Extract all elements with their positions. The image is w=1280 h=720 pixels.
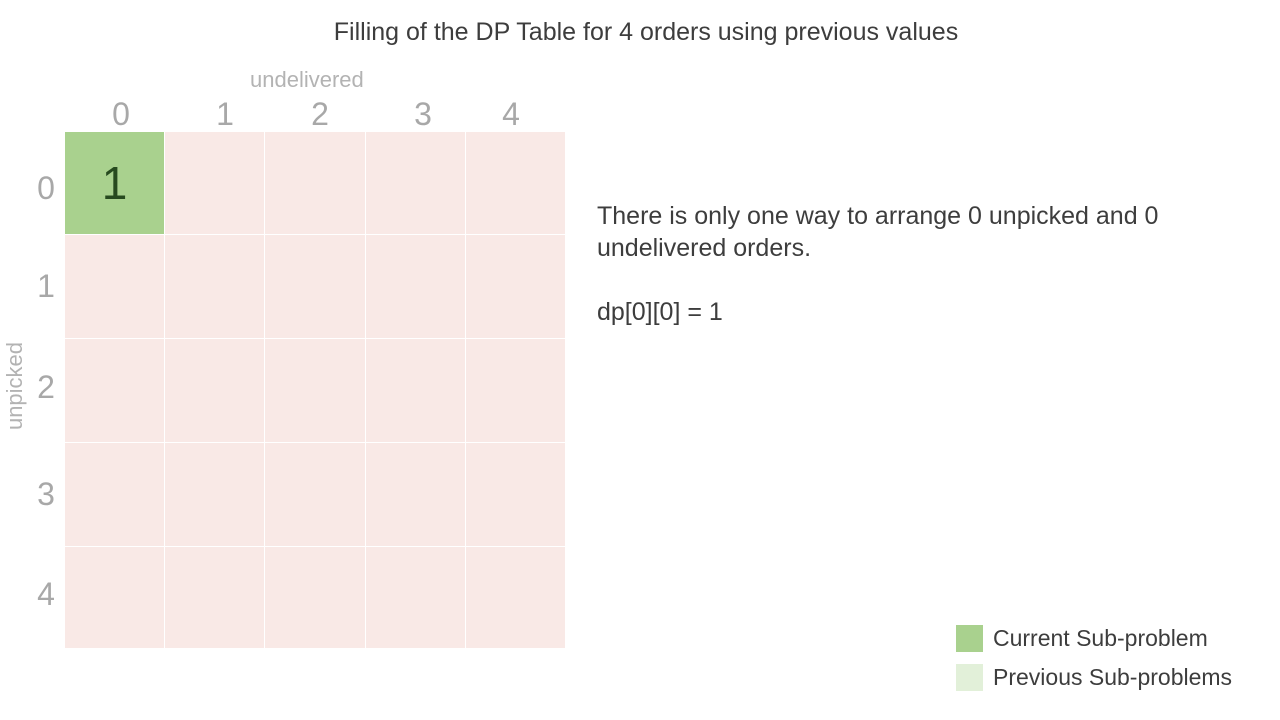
previous-swatch [956, 663, 983, 691]
diagram-title: Filling of the DP Table for 4 orders usi… [333, 18, 959, 46]
dp-cell-1-2 [265, 235, 365, 338]
dp-cell-2-0 [65, 339, 165, 442]
dp-cell-4-4 [465, 547, 565, 648]
dp-cell-0-3 [365, 132, 465, 234]
dp-cell-0-2 [265, 132, 365, 234]
column-axis-label: undelivered [250, 67, 364, 92]
column-header-4: 4 [502, 96, 520, 132]
dp-cell-2-4 [465, 339, 565, 442]
dp-cell-3-1 [165, 443, 265, 546]
column-header-1: 1 [216, 96, 234, 132]
dp-cell-3-2 [265, 443, 365, 546]
dp-cell-1-3 [365, 235, 465, 338]
formula-text: dp[0][0] = 1 [597, 298, 723, 326]
row-header-4: 4 [37, 576, 55, 612]
column-header-2: 2 [311, 96, 329, 132]
legend-label-previous: Previous Sub-problems [993, 663, 1233, 690]
dp-cell-2-3 [365, 339, 465, 442]
explanation-panel: There is only one way to arrange 0 unpic… [597, 200, 1237, 328]
dp-cell-0-1 [165, 132, 265, 234]
dp-cell-1-4 [465, 235, 565, 338]
legend-item-current: Current Sub-problem [956, 624, 1232, 652]
dp-cell-0-0: 1 [65, 132, 165, 234]
dp-cell-3-4 [465, 443, 565, 546]
dp-cell-4-1 [165, 547, 265, 648]
legend-label-current: Current Sub-problem [993, 624, 1208, 651]
row-axis-label: unpicked [2, 341, 27, 431]
column-header-3: 3 [414, 96, 432, 132]
explanation-text: There is only one way to arrange 0 unpic… [597, 202, 1159, 262]
legend: Current Sub-problem Previous Sub-problem… [956, 624, 1232, 702]
dp-cell-3-3 [365, 443, 465, 546]
dp-cell-3-0 [65, 443, 165, 546]
dp-cell-4-2 [265, 547, 365, 648]
dp-cell-0-4 [465, 132, 565, 234]
current-swatch [956, 624, 983, 652]
dp-cell-2-2 [265, 339, 365, 442]
dp-cell-4-0 [65, 547, 165, 648]
dp-cell-1-1 [165, 235, 265, 338]
row-header-2: 2 [37, 369, 55, 405]
row-header-1: 1 [37, 268, 55, 304]
dp-cell-1-0 [65, 235, 165, 338]
dp-cell-2-1 [165, 339, 265, 442]
column-header-0: 0 [112, 96, 130, 132]
legend-item-previous: Previous Sub-problems [956, 663, 1232, 691]
row-header-3: 3 [37, 476, 55, 512]
dp-cell-4-3 [365, 547, 465, 648]
dp-table: 1 [65, 132, 565, 648]
row-header-0: 0 [37, 170, 55, 206]
